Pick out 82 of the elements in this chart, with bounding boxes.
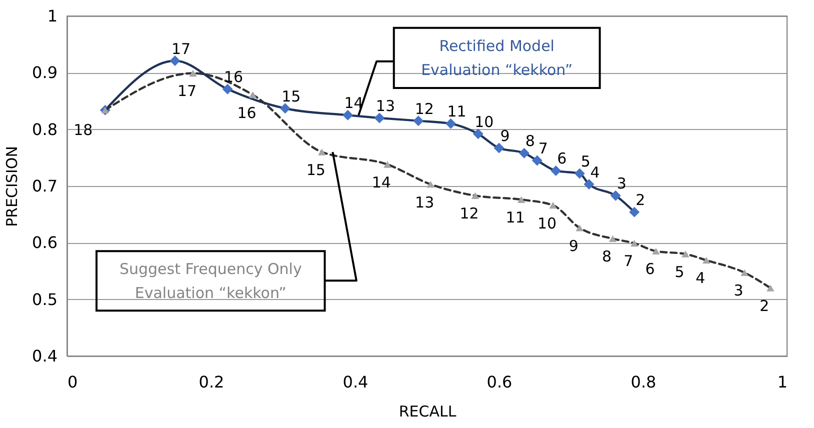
- point: [652, 248, 660, 255]
- annotation: 3: [616, 174, 626, 193]
- point: [550, 165, 562, 176]
- point: [426, 180, 434, 188]
- point: [518, 148, 530, 158]
- point: [248, 91, 257, 98]
- point: [608, 235, 617, 242]
- y-tick-label: 0.6: [32, 233, 58, 252]
- point: [549, 202, 557, 209]
- x-tick-label: 0: [68, 372, 78, 392]
- y-tick-label: 0.8: [32, 120, 58, 139]
- annotation: 12: [414, 100, 434, 118]
- annotation: 7: [538, 140, 548, 158]
- text: Rectified Model Evaluation “kekkon”: [421, 36, 573, 79]
- y-tick-label: 0.5: [32, 290, 58, 309]
- point: [222, 84, 233, 94]
- y-tick-label: 0.4: [32, 346, 58, 366]
- x-tick-label: 0.4: [342, 372, 368, 392]
- annotation: 9: [568, 236, 578, 255]
- y-tick-label: 1: [47, 6, 58, 26]
- annotation: 16: [224, 68, 244, 86]
- point: [517, 196, 526, 203]
- point: [472, 128, 484, 140]
- y-tick-label: 0.7: [32, 176, 58, 196]
- point: [766, 284, 774, 292]
- text: Suggest Frequency Only Evaluation “kekkon”: [119, 260, 302, 302]
- x-tick-label: 0.2: [198, 372, 224, 392]
- point: [702, 256, 710, 264]
- point: [342, 110, 354, 120]
- annotation: 15: [282, 87, 301, 106]
- point: [374, 112, 385, 124]
- annotation: 2: [636, 191, 646, 210]
- annotation: 14: [372, 173, 391, 192]
- point: [471, 192, 480, 199]
- annotation: 12: [460, 204, 479, 223]
- point: [584, 179, 594, 190]
- point: [574, 168, 585, 179]
- point: [280, 103, 290, 114]
- annotation: 4: [696, 269, 706, 288]
- annotation: 14: [344, 94, 364, 112]
- annotation: 11: [506, 208, 525, 227]
- point: [610, 190, 621, 201]
- point: [682, 250, 690, 258]
- y-tick-label: 0.9: [32, 63, 58, 82]
- point: [413, 116, 424, 126]
- x-tick-label: 0.6: [486, 372, 512, 392]
- x-tick-label: 1: [777, 372, 788, 392]
- point: [494, 142, 504, 154]
- annotation: 16: [237, 104, 256, 122]
- y-axis-title: PRECISION: [3, 146, 22, 227]
- annotation: 5: [580, 152, 590, 171]
- annotation: 7: [624, 252, 634, 270]
- annotation: 13: [415, 193, 434, 212]
- point: [318, 148, 326, 156]
- annotation: 15: [306, 161, 326, 179]
- annotation: 2: [760, 297, 770, 315]
- x-tick-label: 0.8: [630, 372, 656, 392]
- annotation: 13: [376, 97, 396, 115]
- annotation: 10: [474, 112, 494, 131]
- point: [740, 269, 748, 276]
- annotation: 6: [557, 150, 567, 168]
- annotation: 4: [590, 163, 600, 182]
- annotation: 18: [74, 121, 93, 140]
- annotation: 9: [500, 127, 510, 146]
- annotation: 17: [171, 40, 191, 58]
- point: [170, 56, 180, 66]
- point: [189, 70, 197, 77]
- annotation: 5: [674, 263, 684, 281]
- annotation: 3: [734, 282, 744, 300]
- point: [576, 224, 584, 232]
- point: [532, 155, 542, 166]
- annotation: 10: [537, 214, 557, 232]
- x-axis-title: RECALL: [398, 402, 457, 420]
- point: [630, 240, 638, 247]
- point: [629, 206, 640, 218]
- point: [446, 118, 456, 129]
- annotation: 17: [177, 82, 197, 100]
- point: [384, 161, 392, 168]
- annotation: 11: [447, 102, 466, 121]
- annotation: 8: [525, 132, 535, 150]
- annotation: 6: [645, 260, 655, 278]
- annotation: 8: [602, 248, 612, 266]
